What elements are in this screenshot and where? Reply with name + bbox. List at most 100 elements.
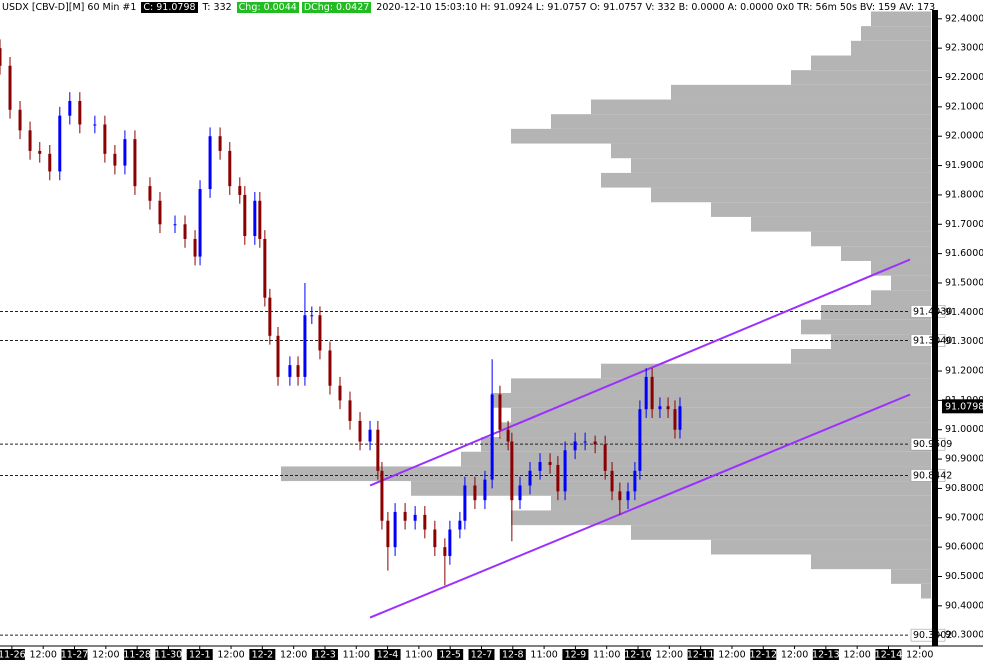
x-tick-label: 12-9 — [565, 650, 587, 660]
x-tick-label-box — [625, 649, 652, 660]
x-tick-label: 12:00 — [781, 650, 808, 660]
candle-body — [93, 124, 97, 126]
x-tick-label: 11:00 — [343, 650, 370, 660]
candle-body — [443, 547, 447, 556]
y-tick-label: 91.6000 — [945, 248, 983, 259]
candle-body — [386, 520, 390, 548]
volume-profile-bar — [461, 451, 931, 467]
candle-body — [58, 115, 62, 172]
candle-body — [376, 429, 380, 471]
candle-body — [498, 394, 502, 430]
candle-body — [218, 136, 222, 151]
x-tick-label-box — [124, 649, 151, 660]
volume-profile-bar — [791, 349, 931, 364]
candle-body — [263, 238, 267, 298]
volume-profile-bar — [891, 275, 931, 291]
volume-profile-bar — [851, 40, 931, 56]
volume-profile-bar — [591, 99, 931, 115]
candle-body — [208, 136, 212, 190]
x-tick-label-box — [499, 649, 526, 660]
candle-body — [158, 200, 162, 225]
y-tick-label: 91.9000 — [945, 160, 983, 171]
volume-profile-bar — [811, 55, 931, 71]
volume-profile-bar — [501, 422, 931, 438]
x-tick-label: 12-5 — [439, 650, 461, 660]
x-tick-label-box — [0, 649, 25, 660]
candle-body — [348, 400, 352, 421]
candle-body — [573, 441, 577, 451]
candle-body — [328, 350, 332, 386]
x-tick-label: 12-10 — [624, 650, 652, 660]
header-field: DChg: 0.0427 — [301, 2, 372, 13]
volume-profile-bar — [801, 319, 931, 335]
candle-body — [68, 100, 72, 116]
last-price-box — [942, 399, 983, 414]
y-tick-label: 91.7000 — [945, 219, 983, 230]
candle-body — [610, 470, 614, 492]
volume-profile-bar — [821, 304, 931, 320]
y-tick-label: 91.3000 — [945, 336, 983, 347]
x-tick-label: 12-2 — [252, 650, 274, 660]
candle-body — [148, 186, 152, 201]
x-tick-label: 12-14 — [875, 650, 903, 660]
volume-profile-bar — [871, 260, 931, 276]
candle-body — [548, 462, 552, 465]
header-field: T: 332 — [202, 2, 232, 13]
volume-profile-bar — [551, 495, 931, 511]
candle-body — [318, 315, 322, 351]
volume-profile-bar — [601, 172, 931, 188]
x-tick-label: 11:00 — [530, 650, 557, 660]
candle-body — [413, 514, 417, 521]
candle-body — [8, 65, 12, 110]
x-tick-label: 12:00 — [906, 650, 933, 660]
y-tick-label: 92.2000 — [945, 72, 983, 83]
x-tick-label: 12:00 — [92, 650, 119, 660]
x-tick-label: 12-4 — [377, 650, 399, 660]
x-tick-label-box — [155, 649, 182, 660]
volume-profile-bar — [551, 114, 931, 129]
y-tick-label: 90.4000 — [945, 600, 983, 611]
x-tick-label-box — [750, 649, 777, 660]
x-tick-label: 12-7 — [471, 650, 493, 660]
candle-body — [303, 315, 307, 377]
volume-profile-bar — [811, 231, 931, 247]
volume-profile-bar — [491, 393, 931, 408]
candle-body — [276, 335, 280, 377]
header-field: Chg: 0.0044 — [236, 2, 299, 13]
volume-profile-bar — [281, 466, 931, 482]
candle-body — [603, 444, 607, 471]
x-tick-label: 12-8 — [502, 650, 524, 660]
x-tick-label-box — [687, 649, 714, 660]
x-tick-label: 11:00 — [405, 650, 432, 660]
candle-body — [173, 224, 177, 226]
last-price-label: 91.0798 — [945, 401, 983, 412]
y-tick-label: 92.0000 — [945, 131, 983, 142]
x-tick-label: 12:00 — [30, 650, 57, 660]
x-tick-label-box — [468, 649, 495, 660]
x-tick-label: 12-11 — [687, 650, 715, 660]
y-tick-label: 91.0000 — [945, 424, 983, 435]
volume-profile-bar — [511, 407, 931, 423]
candle-body — [28, 130, 32, 151]
volume-profile-bar — [841, 246, 931, 261]
y-tick-label: 91.4000 — [945, 307, 983, 318]
candle-body — [258, 200, 262, 239]
candle-body — [310, 315, 314, 317]
volume-profile-bar — [611, 143, 931, 159]
volume-profile-bar — [861, 26, 931, 41]
volume-profile-bar — [871, 290, 931, 305]
candle-body — [268, 297, 272, 336]
candle-body — [38, 150, 42, 154]
candle-body — [243, 194, 247, 237]
candle-body — [78, 100, 82, 125]
volume-profile-bar — [511, 378, 931, 394]
candle-body — [253, 200, 257, 237]
volume-profile-bar — [831, 334, 931, 350]
trendline — [369, 393, 911, 619]
y-tick-label: 92.1000 — [945, 101, 983, 112]
y-tick-label: 90.9000 — [945, 454, 983, 465]
volume-profile-bar — [411, 481, 931, 496]
candle-body — [638, 409, 642, 471]
candle-body — [423, 514, 427, 530]
